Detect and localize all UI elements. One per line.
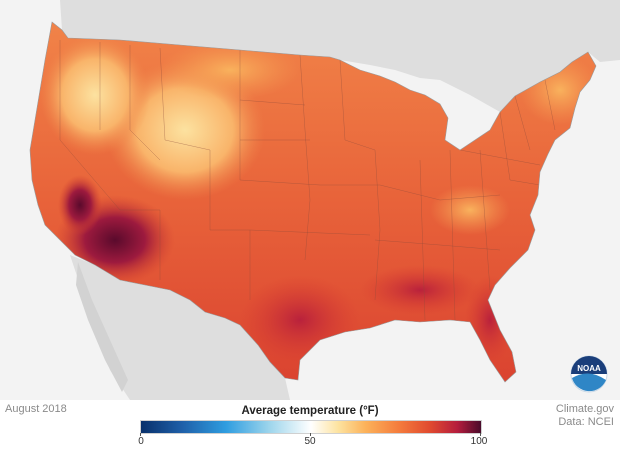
baja-peninsula xyxy=(76,262,128,392)
map-area: NOAA xyxy=(0,0,620,400)
footer: August 2018 Average temperature (°F) 0 5… xyxy=(0,400,620,450)
mexico-land xyxy=(70,255,290,400)
legend-color-bar xyxy=(140,420,482,434)
legend-title: Average temperature (°F) xyxy=(241,405,379,417)
legend-tick-min xyxy=(140,433,141,436)
noaa-logo: NOAA xyxy=(570,355,608,393)
noaa-logo-text: NOAA xyxy=(577,364,601,373)
legend-label-max: 100 xyxy=(470,436,488,447)
credit-data: Data: NCEI xyxy=(558,416,614,428)
legend-tick-mid xyxy=(310,433,311,436)
canada-land xyxy=(60,0,620,112)
credit-source: Climate.gov xyxy=(555,403,614,415)
us-outline xyxy=(29,21,597,383)
legend-label-mid: 50 xyxy=(304,436,316,447)
map-date: August 2018 xyxy=(5,403,67,415)
legend-tick-max xyxy=(480,433,481,436)
temperature-map: NOAA xyxy=(29,0,620,400)
legend-label-min: 0 xyxy=(138,436,144,447)
